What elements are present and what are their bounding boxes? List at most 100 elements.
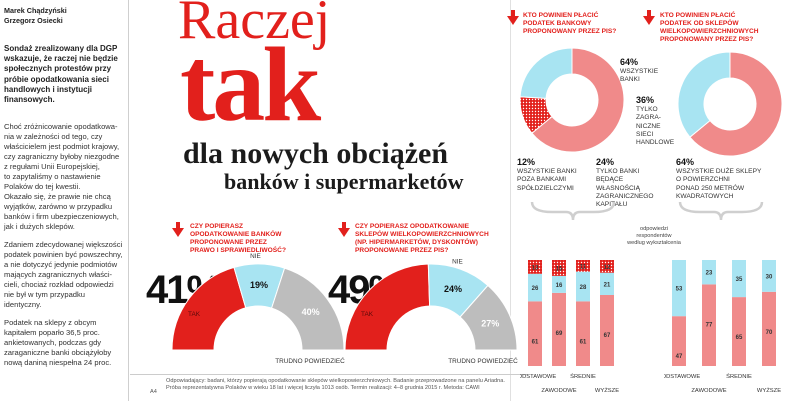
- chart4-question: KTO POWINIEN PŁACIĆ PODATEK OD SKLEPÓW WIE…: [660, 12, 759, 44]
- donut-label-line: ZAGRA-: [636, 114, 661, 122]
- bar-value-label: 77: [706, 322, 713, 328]
- bar-segment: [762, 260, 776, 292]
- text-line: Okazało się, że prawie nie chcą: [4, 192, 111, 201]
- question-line: PRAWO I SPRAWIEDLIWOŚĆ?: [190, 247, 286, 254]
- brace-icon: [530, 201, 616, 221]
- bar-value-label: 12: [604, 265, 611, 271]
- text-line: podatek powinien być powszechny,: [4, 250, 123, 259]
- bar-value-label: 53: [676, 287, 683, 293]
- annotation-line: odpowiedzi: [640, 226, 668, 232]
- text-line: Polaków do tej kwestii.: [4, 182, 81, 191]
- donut-label-line: SIECI: [636, 130, 654, 138]
- text-line: a nie dotyczyć jedynie podmiotów: [4, 260, 118, 269]
- text-line: nia w zależności od tego, czy: [4, 132, 103, 141]
- donut-label-line: SPÓŁDZIELCZYMI: [517, 184, 574, 192]
- bar-category-label: ZAWODOWE: [541, 388, 576, 394]
- text-line: wyjątków, zarówno w przypadku: [4, 202, 113, 211]
- bar-value-label: 30: [766, 274, 773, 280]
- text-line: czy zagraniczny byłoby niezgodne: [4, 152, 120, 161]
- text-line: Zdaniem zdecydowanej większości: [4, 240, 123, 249]
- half-donut-slice-2: [459, 284, 518, 351]
- text-line: Sondaż zrealizowany dla DGP: [4, 44, 118, 53]
- donut-label-line: WSZYSTKIE DUŻE SKLEPY: [676, 168, 762, 176]
- chart6-stacked-bars: 47 53 PODSTAWOWE 77 23 ZAWODOWE 65 35 ŚREDNIE 70 3…: [664, 260, 781, 394]
- bar-segment: [576, 271, 590, 302]
- donut-value-label: 64%: [676, 157, 695, 167]
- question-line: PROPONOWANE PRZEZ PIS?: [355, 247, 449, 254]
- question-line: (NP. HIPERMARKETÓW, DYSKONTÓW): [355, 239, 478, 246]
- bar-value-label: 69: [556, 331, 563, 337]
- bar-category-label: PODSTAWOWE: [664, 374, 700, 380]
- donut-slice-0: [531, 47, 625, 153]
- slice-category-label: NIE: [250, 253, 261, 260]
- bar-segment: [600, 260, 614, 273]
- bar-value-label: 16: [556, 283, 563, 289]
- donut-label-line: KWADRATOWYCH: [676, 192, 734, 200]
- donut-label-line: BĘDĄCE: [596, 176, 624, 184]
- text-line: ankietowanych, podczas gdy: [4, 338, 102, 347]
- donut-label-line: BANKI: [620, 76, 640, 84]
- text-line: z regułami Unii Europejskiej,: [4, 162, 100, 171]
- question-line: WIELKOPOWIERZCHNIOWYCH: [660, 28, 759, 35]
- slice-category-label: NIE: [452, 258, 463, 265]
- text-line: handlowych i instytucji: [4, 84, 93, 94]
- question-line: OPODATKOWANIE BANKÓW: [190, 231, 282, 238]
- text-line: zaraganiczne banki obciążyłoby: [4, 348, 112, 357]
- bar-segment: [732, 297, 746, 366]
- bar-segment: [552, 292, 566, 366]
- arrow-down-icon: [643, 10, 655, 25]
- arrow-down-icon: [172, 222, 184, 237]
- bar-segment: [732, 260, 746, 298]
- slice-category-label: TRUDNO POWIEDZIEĆ: [448, 356, 518, 365]
- brace-icon: [678, 201, 764, 221]
- author-name: Marek Chądzyński: [4, 6, 67, 15]
- column-divider: [510, 0, 511, 401]
- donut-label-line: ZAGRANICZNEGO: [596, 192, 654, 200]
- chart3-label-non-cooperative: 12% WSZYSTKIE BANKI POZA BANKAMI SPÓŁDZIELC…: [517, 158, 577, 193]
- donut-label-line: POZA BANKAMI: [517, 176, 567, 184]
- slice-category-label: TRUDNO POWIEDZIEĆ: [275, 356, 345, 365]
- article-column: [0, 0, 129, 401]
- half-donut-slice-2: [270, 267, 345, 351]
- annotation-line: respondentów: [636, 233, 672, 239]
- bar-category-label: WYŻSZE: [757, 387, 781, 394]
- chart1-half-donut: TAK 19% NIE 40% TRUDNO POWIEDZIEĆ: [171, 253, 345, 365]
- bar-category-label: ŚREDNIE: [570, 372, 596, 380]
- donut-label-line: PONAD 250 METRÓW: [676, 184, 745, 192]
- bar-value-label: 11: [580, 264, 587, 270]
- text-line: właścicielem jest podmiot krajowy,: [4, 142, 120, 151]
- text-line: jak i dużych sklepów.: [4, 222, 75, 231]
- half-donut-slice-0: [171, 266, 247, 351]
- bars-annotation: odpowiedzi respondentów według wykształcen…: [622, 226, 686, 247]
- bar-value-label: 15: [556, 266, 563, 272]
- bar-segment: [600, 272, 614, 295]
- half-donut-slice-0: [344, 263, 431, 351]
- bar-segment: [528, 273, 542, 302]
- donut-value-label: 36%: [636, 95, 655, 105]
- chart3-label-foreign-banks: 24% TYLKO BANKI BĘDĄCE WŁASNOŚCIĄ ZAGRANICZN…: [596, 158, 654, 209]
- bar-segment: [702, 284, 716, 366]
- text-line: kapitałem poparło 36,5 proc.: [4, 328, 100, 337]
- bar-segment: [528, 301, 542, 366]
- chart3-label-all-banks: 64% WSZYSTKIE BANKI: [620, 58, 658, 85]
- bar-value-label: 35: [736, 277, 743, 283]
- slice-value-label: 40%: [302, 307, 320, 317]
- author-name: Grzegorz Osiecki: [4, 15, 63, 25]
- bar-segment: [672, 316, 686, 366]
- donut-label-line: KAPITAŁU: [596, 201, 628, 209]
- chart5-stacked-bars: 61 26 13 PODSTAWOWE 69 16 15 ZAWODOWE 61 28 11 ŚRED…: [520, 260, 619, 394]
- slice-category-label: TAK: [188, 311, 201, 318]
- text-line: wskazuje, że raczej nie będzie: [4, 54, 118, 64]
- headline-line1: dla nowych obciążeń: [183, 137, 449, 170]
- question-line: KTO POWINIEN PŁACIĆ: [660, 12, 736, 19]
- arrow-down-icon: [507, 10, 519, 25]
- chart1-question: CZY POPIERASZ OPODATKOWANIE BANKÓW PROPONO…: [190, 223, 286, 255]
- donut-label-line: O POWIERZCHNI: [676, 176, 730, 184]
- text-line: finansowych.: [4, 95, 55, 105]
- donut-label-line: WŁASNOŚCIĄ: [596, 184, 640, 192]
- article-paragraph: Zdaniem zdecydowanej większości podatek p…: [4, 240, 126, 310]
- bar-segment: [762, 291, 776, 366]
- article-paragraph: Podatek na sklepy z obcym kapitałem popar…: [4, 318, 126, 368]
- bar-value-label: 21: [604, 282, 611, 288]
- page-number: A4: [150, 389, 157, 395]
